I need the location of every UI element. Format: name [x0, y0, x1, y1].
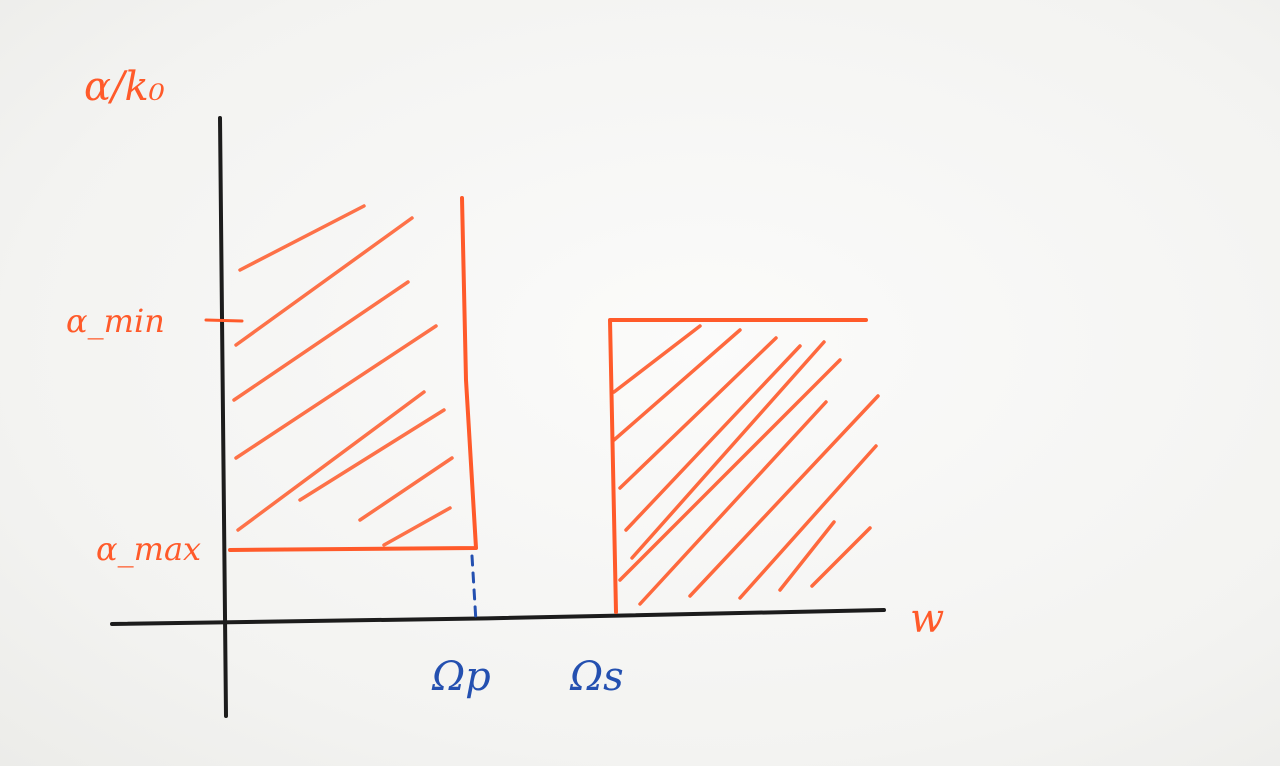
y-axis-label: α/k₀	[84, 64, 165, 110]
alpha-max-label: α_max	[96, 530, 201, 568]
omega-s-label: Ωs	[569, 654, 624, 700]
x-axis-line	[110, 608, 886, 626]
stopband-hatching	[612, 324, 880, 606]
alpha-min-label: α_min	[66, 302, 165, 340]
y-axis-line	[218, 116, 228, 718]
passband-hatching	[232, 204, 454, 547]
x-axis-label: w	[910, 596, 944, 642]
omega-p-label: Ωp	[431, 654, 491, 700]
passband-region-outline	[228, 196, 478, 552]
alpha-min-tick	[204, 318, 244, 323]
omega-p-dashed-guide	[470, 554, 478, 624]
stopband-region-outline	[608, 318, 868, 614]
